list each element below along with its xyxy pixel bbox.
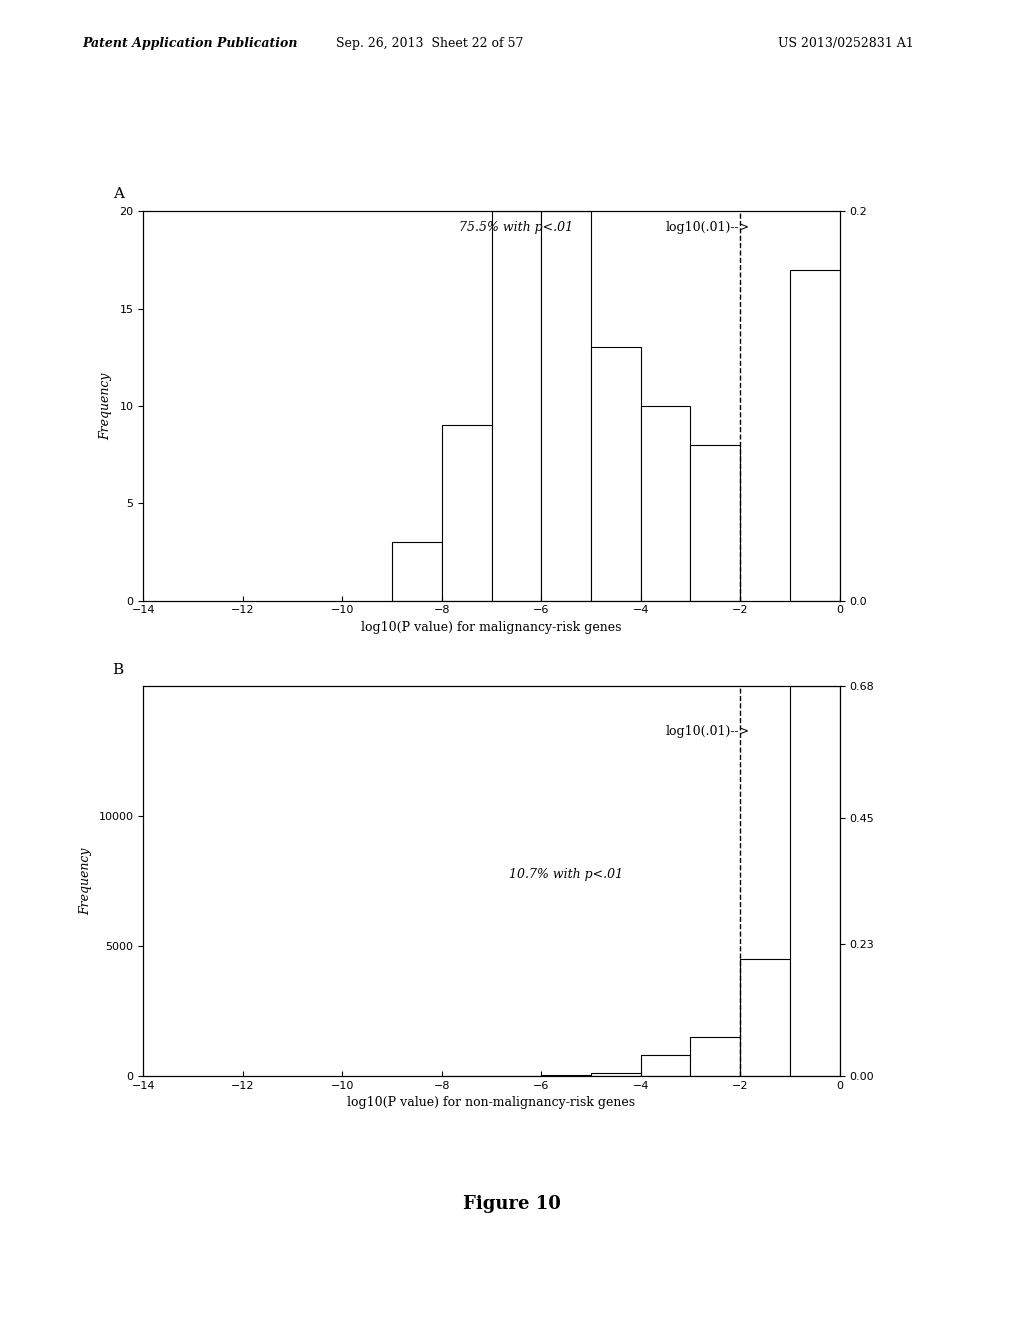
Bar <box>690 445 740 601</box>
Bar <box>790 269 840 601</box>
Bar <box>392 543 441 601</box>
Bar <box>641 405 690 601</box>
Text: B: B <box>113 663 124 677</box>
Text: Patent Application Publication: Patent Application Publication <box>82 37 297 50</box>
Text: Sep. 26, 2013  Sheet 22 of 57: Sep. 26, 2013 Sheet 22 of 57 <box>337 37 523 50</box>
Bar <box>441 425 492 601</box>
X-axis label: log10(P value) for malignancy-risk genes: log10(P value) for malignancy-risk genes <box>361 620 622 634</box>
Text: 75.5% with p<.01: 75.5% with p<.01 <box>460 220 573 234</box>
Bar <box>591 347 641 601</box>
Bar <box>542 211 591 601</box>
Text: A: A <box>113 187 124 202</box>
Y-axis label: Frequency: Frequency <box>79 847 92 915</box>
X-axis label: log10(P value) for non-malignancy-risk genes: log10(P value) for non-malignancy-risk g… <box>347 1096 636 1109</box>
Bar <box>492 211 542 601</box>
Text: log10(.01)-->: log10(.01)--> <box>666 725 750 738</box>
Bar <box>790 686 840 1076</box>
Text: US 2013/0252831 A1: US 2013/0252831 A1 <box>778 37 914 50</box>
Bar <box>591 1073 641 1076</box>
Bar <box>641 1055 690 1076</box>
Text: log10(.01)-->: log10(.01)--> <box>666 220 750 234</box>
Text: 10.7% with p<.01: 10.7% with p<.01 <box>509 869 624 882</box>
Bar <box>740 958 790 1076</box>
Text: Figure 10: Figure 10 <box>463 1195 561 1213</box>
Y-axis label: Frequency: Frequency <box>99 372 113 440</box>
Bar <box>690 1038 740 1076</box>
